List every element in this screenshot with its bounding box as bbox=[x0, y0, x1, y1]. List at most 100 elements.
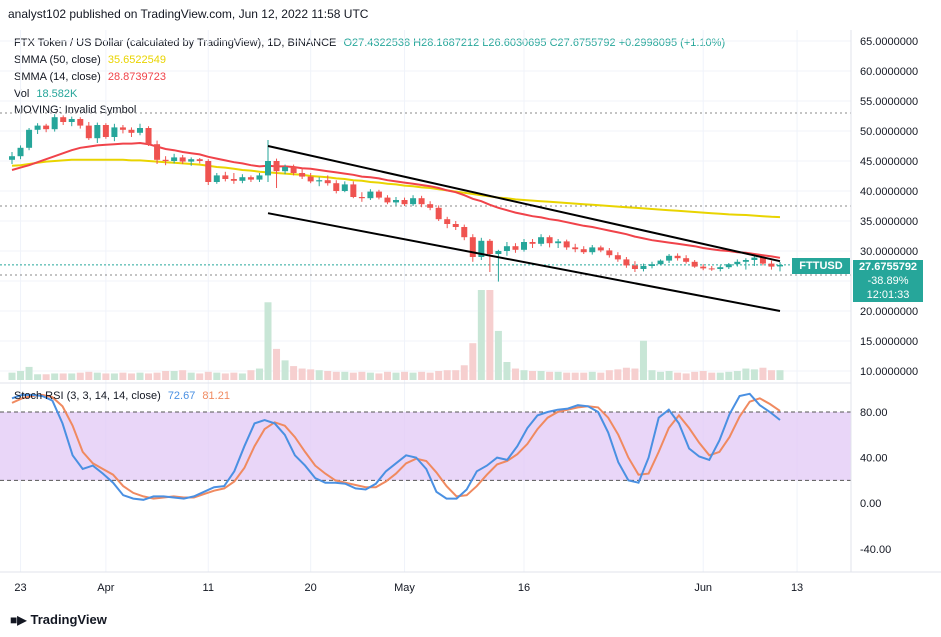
candle-body bbox=[725, 264, 732, 268]
date-axis-label: 20 bbox=[305, 582, 317, 594]
stoch-axis-label: 0.00 bbox=[860, 498, 881, 510]
price-tag-change: -38.89% bbox=[853, 274, 923, 288]
volume-bar bbox=[392, 372, 400, 380]
candle-body bbox=[265, 161, 271, 176]
candle-body bbox=[26, 129, 33, 148]
candle-body bbox=[768, 263, 775, 267]
volume-bar bbox=[375, 373, 383, 380]
candle-body bbox=[606, 250, 613, 256]
volume-bar bbox=[477, 290, 485, 380]
price-axis-label: 45.0000000 bbox=[860, 156, 918, 168]
volume-bar bbox=[588, 371, 596, 380]
candle-body bbox=[179, 157, 186, 162]
volume-bar bbox=[332, 371, 340, 380]
volume-bar bbox=[691, 371, 699, 380]
candle-body bbox=[358, 197, 365, 199]
volume-bar bbox=[597, 372, 605, 380]
stoch-legend[interactable]: Stoch RSI (3, 3, 14, 14, close) 72.67 81… bbox=[14, 390, 234, 402]
sma50-value: 35.6522549 bbox=[107, 54, 166, 66]
candle-body bbox=[759, 257, 766, 264]
candle-body bbox=[273, 161, 280, 172]
candle-body bbox=[580, 249, 587, 253]
candle-body bbox=[17, 147, 24, 157]
volume-bar bbox=[537, 371, 545, 380]
candle-body bbox=[444, 219, 451, 224]
volume-bar bbox=[307, 369, 315, 380]
candle-body bbox=[614, 255, 621, 260]
stoch-d-line bbox=[11, 393, 781, 500]
candle-body bbox=[213, 175, 220, 182]
candle-body bbox=[282, 167, 289, 172]
price-tag-price: 27.6755792 bbox=[853, 260, 923, 274]
volume-bar bbox=[631, 368, 639, 380]
volume-bar bbox=[204, 371, 212, 380]
volume-bar bbox=[153, 372, 161, 380]
volume-bar bbox=[580, 372, 588, 380]
tradingview-footer[interactable]: ■▶ TradingView bbox=[10, 612, 107, 627]
volume-bar bbox=[93, 372, 101, 380]
volume-bar bbox=[51, 373, 59, 380]
volume-bar bbox=[127, 373, 135, 380]
candle-body bbox=[230, 179, 237, 181]
volume-bar bbox=[460, 365, 468, 380]
stoch-axis-label: 40.00 bbox=[860, 453, 888, 465]
candle-body bbox=[145, 128, 152, 145]
volume-bar bbox=[341, 371, 349, 380]
price-axis-label: 30.0000000 bbox=[860, 246, 918, 258]
candle-body bbox=[102, 125, 109, 137]
volume-bar bbox=[418, 371, 426, 380]
candle-body bbox=[256, 175, 263, 180]
sma14-legend[interactable]: SMMA (14, close) 28.8739723 bbox=[14, 71, 170, 83]
volume-legend[interactable]: Vol 18.582K bbox=[14, 88, 81, 100]
candle-body bbox=[350, 184, 357, 197]
date-axis-label: Apr bbox=[97, 582, 114, 594]
volume-bar bbox=[716, 372, 724, 380]
smma14-line bbox=[11, 141, 781, 259]
candle-body bbox=[367, 191, 374, 199]
price-axis-label: 35.0000000 bbox=[860, 216, 918, 228]
candle-body bbox=[171, 157, 178, 161]
candle-body bbox=[68, 119, 75, 122]
candle-body bbox=[597, 247, 604, 251]
footer-brand: TradingView bbox=[30, 612, 107, 627]
candle-body bbox=[563, 241, 570, 248]
candle-body bbox=[341, 184, 348, 191]
price-axis-label: 60.0000000 bbox=[860, 66, 918, 78]
candle-body bbox=[589, 247, 596, 253]
candle-body bbox=[478, 240, 485, 257]
date-axis-label: May bbox=[394, 582, 415, 594]
volume-bar bbox=[426, 372, 434, 380]
candle-body bbox=[60, 117, 67, 122]
ohlc-values: O27.4322538 H28.1687212 L26.6030695 C27.… bbox=[343, 37, 726, 49]
volume-bar bbox=[409, 372, 417, 380]
volume-bar bbox=[290, 366, 298, 380]
volume-bar bbox=[162, 371, 170, 380]
volume-bar bbox=[383, 371, 391, 380]
candle-body bbox=[410, 198, 417, 205]
date-axis-label: 16 bbox=[518, 582, 530, 594]
date-axis-label: Jun bbox=[694, 582, 712, 594]
price-axis-label: 40.0000000 bbox=[860, 186, 918, 198]
volume-bar bbox=[605, 370, 613, 380]
volume-bar bbox=[238, 373, 246, 380]
candle-body bbox=[418, 198, 425, 205]
volume-bar bbox=[187, 372, 195, 380]
volume-bar bbox=[298, 368, 306, 380]
symbol-name[interactable]: FTX Token / US Dollar (calculated by Tra… bbox=[14, 37, 337, 49]
candle-body bbox=[546, 237, 553, 244]
volume-bar bbox=[255, 368, 263, 380]
sma50-legend[interactable]: SMMA (50, close) 35.6522549 bbox=[14, 54, 170, 66]
volume-bar bbox=[486, 290, 494, 380]
candle-body bbox=[196, 159, 203, 161]
volume-bar bbox=[358, 371, 366, 380]
candle-body bbox=[691, 261, 698, 267]
symbol-legend: FTX Token / US Dollar (calculated by Tra… bbox=[14, 37, 729, 49]
candle-body bbox=[555, 241, 562, 244]
candle-body bbox=[623, 259, 630, 266]
volume-bar bbox=[110, 373, 118, 380]
price-axis-label: 50.0000000 bbox=[860, 126, 918, 138]
candle-body bbox=[777, 264, 783, 267]
candle-body bbox=[137, 128, 143, 133]
volume-bar bbox=[742, 368, 750, 380]
